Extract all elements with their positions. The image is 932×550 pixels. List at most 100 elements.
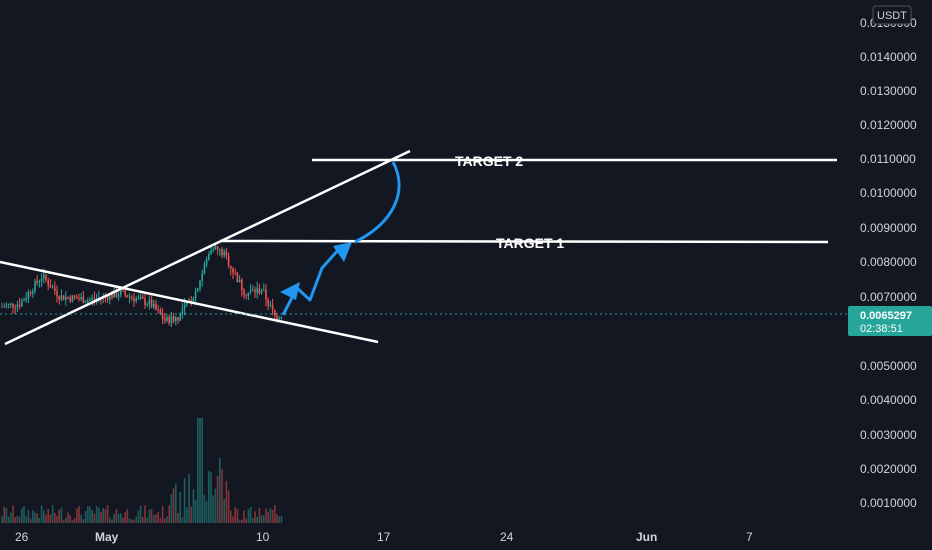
candle-body (113, 290, 115, 298)
volume-bar (172, 488, 175, 523)
candle-body (62, 295, 65, 300)
price-tick: 0.0090000 (860, 221, 917, 235)
volume-bar (47, 508, 49, 523)
candle-body (5, 304, 8, 307)
volume-bar (223, 498, 225, 523)
candle-body (71, 295, 74, 302)
candle-body (120, 290, 122, 296)
candle-body (82, 297, 85, 303)
volume-bar (249, 506, 252, 523)
volume-bar (21, 508, 23, 523)
volume-bar (269, 507, 272, 523)
volume-bar (12, 505, 14, 523)
volume-bar (5, 508, 8, 523)
current-price-value: 0.0065297 (860, 310, 912, 322)
candlesticks (1, 243, 283, 328)
ascending-trendline[interactable] (4, 149, 411, 346)
volume-bar (208, 470, 210, 523)
candle-body (65, 296, 67, 300)
candle-body (142, 296, 144, 299)
volume-bar (25, 516, 27, 523)
candle-body (194, 291, 197, 299)
volume-bar (199, 418, 201, 523)
volume-bar (78, 506, 80, 523)
price-axis[interactable]: 0.0150000 0.0140000 0.0130000 0.0120000 … (860, 16, 917, 510)
price-tick: 0.0020000 (860, 462, 917, 476)
volume-bar (214, 488, 217, 523)
volume-bar (76, 508, 78, 523)
candle-body (38, 281, 41, 283)
candle-body (241, 279, 243, 290)
volume-bar (186, 507, 188, 523)
candle-body (27, 292, 30, 298)
currency-label: USDT (877, 10, 907, 22)
volume-bar (91, 509, 93, 523)
volume-bar (69, 515, 71, 523)
volume-bar (87, 506, 89, 523)
time-tick: May (95, 530, 119, 544)
volume-bar (65, 517, 67, 523)
volume-bar (93, 513, 96, 523)
volume-bar (137, 510, 140, 523)
candle-body (144, 298, 146, 305)
volume-bar (146, 517, 148, 523)
candle-body (45, 274, 47, 281)
current-price-badge (848, 306, 932, 336)
volume-bar (221, 469, 223, 523)
volume-bar (142, 516, 144, 523)
volume-bar (117, 514, 120, 523)
price-tick: 0.0040000 (860, 393, 917, 407)
volume-bar (84, 510, 87, 523)
projection-arrowhead-2 (333, 242, 352, 262)
time-tick: Jun (636, 530, 657, 544)
volume-bar (3, 506, 5, 523)
volume-bar (71, 519, 74, 523)
descending-trendline[interactable] (0, 260, 379, 344)
volume-bar (194, 499, 197, 523)
price-tick: 0.0120000 (860, 118, 917, 132)
volume-bar (192, 489, 195, 523)
volume-bar (263, 515, 265, 523)
candle-body (80, 297, 82, 300)
candle-body (223, 251, 225, 256)
candle-body (247, 292, 250, 297)
volume-bar (157, 512, 159, 523)
volume-bar (29, 518, 32, 523)
volume-bar (126, 508, 129, 523)
candle-body (192, 298, 195, 302)
target-1-line[interactable] (219, 239, 829, 244)
candle-body (56, 290, 58, 297)
volume-bar (230, 510, 232, 523)
volume-bar (115, 508, 118, 523)
candle-body (47, 280, 49, 286)
volume-bar (34, 512, 36, 523)
candle-body (3, 306, 5, 308)
candle-body (10, 303, 12, 305)
candle-body (29, 292, 32, 294)
volume-bar (227, 490, 230, 523)
candle-body (87, 300, 89, 303)
candle-body (227, 255, 230, 266)
volume-bar (62, 519, 65, 523)
volume-bar (216, 475, 219, 523)
volume-bar (16, 515, 19, 523)
candle-body (115, 290, 118, 297)
candle-body (216, 245, 219, 250)
volume-bar (153, 514, 155, 523)
candle-body (106, 296, 109, 300)
time-axis[interactable]: 26 May 10 17 24 Jun 7 (15, 530, 753, 544)
currency-badge[interactable] (872, 5, 912, 25)
volume-bar (232, 516, 234, 523)
candle-body (271, 304, 274, 310)
candle-body (117, 295, 120, 297)
volume-bar (56, 516, 58, 523)
candle-body (249, 290, 252, 293)
candle-body (23, 299, 25, 301)
volume-bar (179, 492, 181, 523)
candle-body (139, 296, 142, 298)
volume-bar (241, 519, 243, 523)
candle-body (212, 249, 214, 251)
candle-body (254, 290, 256, 293)
price-tick: 0.0100000 (860, 186, 917, 200)
